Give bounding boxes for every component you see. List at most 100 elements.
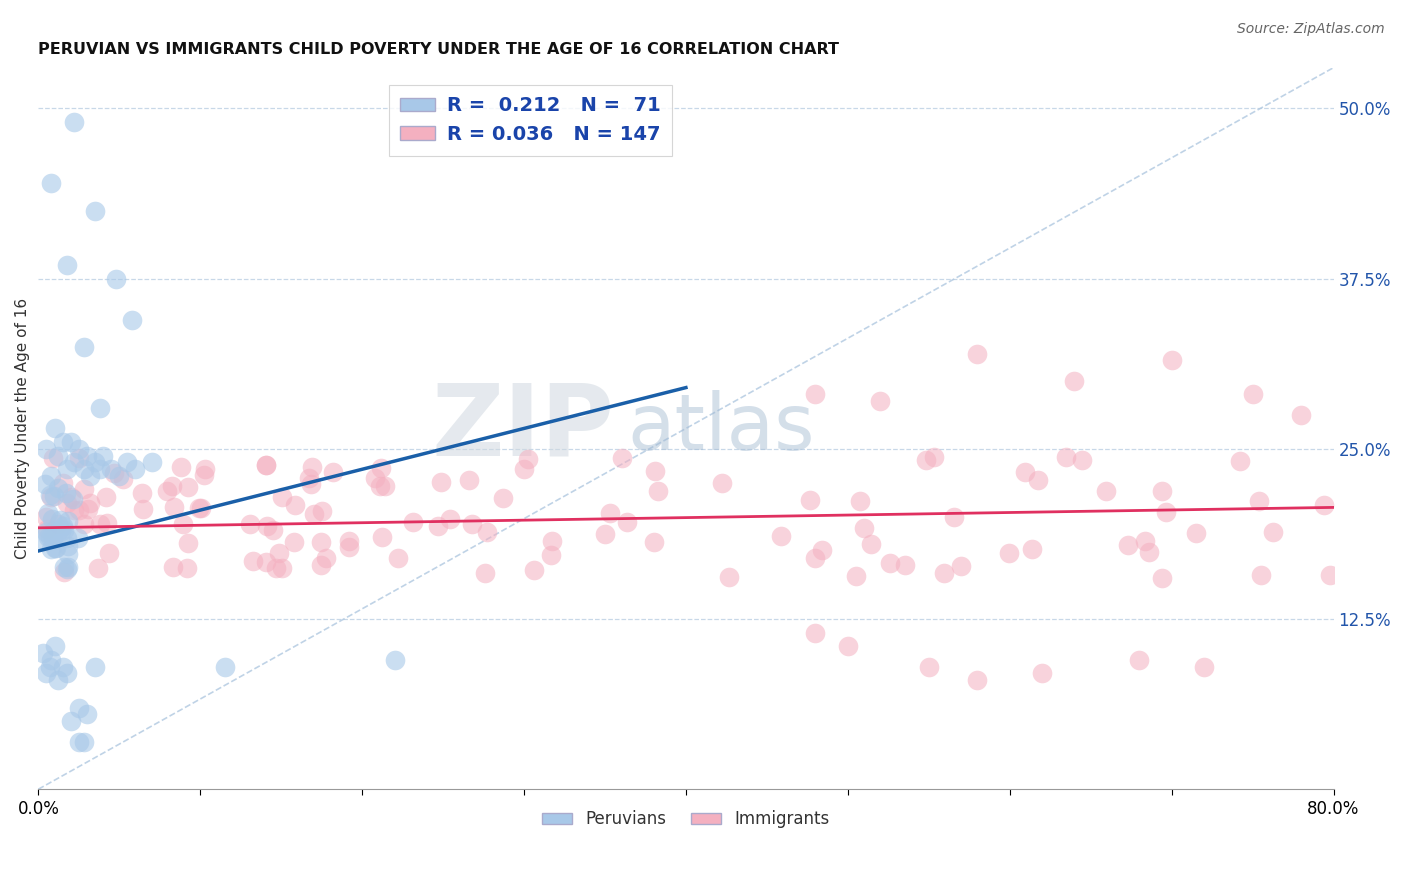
Point [45, 541, 67, 555]
Point [1289, 408, 1312, 422]
Point [1192, 659, 1215, 673]
Point [616, 515, 638, 529]
Point [160, 479, 183, 493]
Point [922, 450, 945, 464]
Point [950, 559, 973, 574]
Point [89, 516, 111, 531]
Point [1229, 454, 1251, 468]
Point [337, 533, 360, 548]
Point [79, 469, 101, 483]
Point [52, 475, 75, 490]
Point [540, 548, 562, 562]
Point [58, 547, 80, 561]
Point [39, 653, 62, 667]
Point [190, 501, 212, 516]
Point [188, 500, 211, 515]
Point [1160, 353, 1182, 368]
Point [523, 563, 546, 577]
Point [67, 442, 90, 456]
Point [299, 477, 322, 491]
Point [96, 516, 118, 530]
Point [172, 517, 194, 532]
Point [44, 489, 66, 503]
Point [103, 466, 125, 480]
Point [239, 517, 262, 532]
Point [298, 471, 321, 485]
Point [1014, 465, 1036, 479]
Point [91, 449, 114, 463]
Point [53, 559, 76, 574]
Point [214, 659, 236, 673]
Point [387, 551, 409, 566]
Point [284, 498, 307, 512]
Point [41, 542, 63, 557]
Point [46, 449, 69, 463]
Legend: Peruvians, Immigrants: Peruvians, Immigrants [536, 804, 837, 835]
Point [254, 458, 277, 472]
Point [39, 530, 62, 544]
Point [1128, 653, 1150, 667]
Point [56, 258, 79, 272]
Point [89, 401, 111, 415]
Point [44, 640, 66, 654]
Text: atlas: atlas [627, 391, 815, 467]
Text: Source: ZipAtlas.com: Source: ZipAtlas.com [1237, 22, 1385, 37]
Point [63, 115, 86, 129]
Point [77, 502, 100, 516]
Point [46, 673, 69, 688]
Point [35, 666, 58, 681]
Point [56, 496, 79, 510]
Point [124, 462, 146, 476]
Point [593, 526, 616, 541]
Point [35, 510, 58, 524]
Point [39, 490, 62, 504]
Point [254, 458, 277, 472]
Point [30, 532, 52, 546]
Point [1054, 450, 1077, 464]
Point [430, 475, 453, 490]
Point [374, 479, 396, 493]
Point [1241, 387, 1264, 401]
Point [804, 387, 827, 401]
Point [67, 700, 90, 714]
Point [267, 546, 290, 560]
Point [32, 646, 55, 660]
Point [37, 506, 59, 520]
Point [52, 523, 75, 537]
Point [44, 541, 66, 556]
Point [89, 462, 111, 476]
Point [56, 514, 79, 528]
Point [108, 469, 131, 483]
Point [35, 442, 58, 456]
Point [49, 513, 72, 527]
Point [1116, 539, 1139, 553]
Point [263, 523, 285, 537]
Point [39, 488, 62, 502]
Point [63, 455, 86, 469]
Point [311, 504, 333, 518]
Point [163, 500, 186, 514]
Point [42, 532, 65, 546]
Point [475, 525, 498, 540]
Point [44, 421, 66, 435]
Point [803, 551, 825, 566]
Point [599, 506, 621, 520]
Point [461, 516, 484, 531]
Point [56, 531, 79, 545]
Point [44, 524, 66, 538]
Point [121, 312, 143, 326]
Point [52, 566, 75, 580]
Point [73, 482, 96, 496]
Point [849, 494, 872, 508]
Point [100, 462, 122, 476]
Point [73, 734, 96, 748]
Point [39, 177, 62, 191]
Point [1071, 453, 1094, 467]
Point [254, 556, 277, 570]
Point [55, 486, 77, 500]
Point [42, 450, 65, 465]
Point [56, 539, 79, 553]
Point [1249, 493, 1271, 508]
Point [131, 486, 153, 500]
Point [837, 640, 859, 654]
